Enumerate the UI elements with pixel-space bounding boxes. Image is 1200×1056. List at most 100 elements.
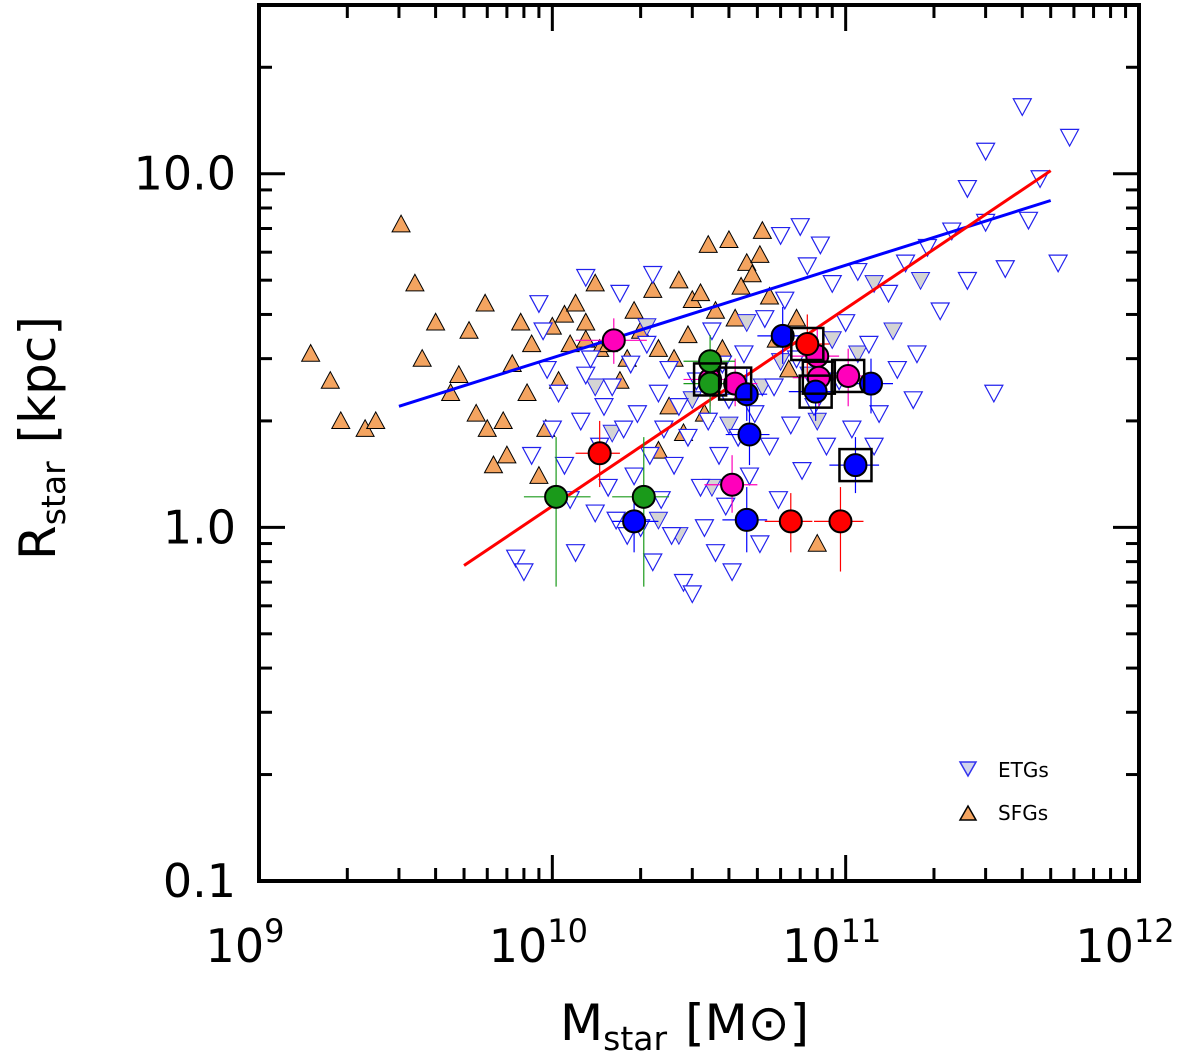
etg-point [983, 384, 1004, 404]
sfg-point [330, 410, 351, 430]
etg-point [975, 142, 996, 162]
etg-point [792, 462, 813, 481]
sample-point [587, 441, 612, 466]
etg-point [690, 478, 711, 498]
etg-point [869, 405, 890, 424]
plot-area [300, 98, 1080, 604]
sample-point [737, 422, 762, 447]
etg-point [887, 360, 908, 380]
etg-point [841, 420, 862, 440]
etg-point [642, 265, 663, 285]
etg-point [639, 446, 660, 466]
highlight-box [801, 360, 837, 395]
etg-point [768, 491, 789, 510]
sfg-point [554, 304, 575, 323]
etg-point [1018, 211, 1039, 231]
etg-point [521, 446, 542, 466]
sample-point [795, 331, 820, 356]
sample-point [828, 509, 853, 534]
sample-point [843, 453, 868, 478]
highlight-box [717, 366, 753, 401]
sample-point [778, 509, 803, 534]
x-axis-label-unit: [M⊙] [685, 994, 809, 1052]
etg-point [774, 291, 795, 311]
legend-sfg-marker [958, 804, 978, 821]
etg-point [895, 254, 916, 274]
y-axis-label-sub: star [34, 461, 73, 525]
sfg-point [529, 465, 549, 484]
sfg-point [786, 308, 807, 327]
etg-point [749, 535, 770, 554]
sfg-point [648, 338, 669, 357]
sample-markers [544, 323, 883, 534]
etg-point [764, 378, 785, 397]
x-tick-label: 1011 [782, 912, 881, 973]
etg-point [548, 384, 569, 404]
etg-point [602, 424, 623, 443]
etg-point [864, 275, 884, 294]
etg-point [565, 544, 586, 563]
sample-point [622, 509, 647, 534]
etg-point [1059, 128, 1080, 148]
etg-point [930, 302, 951, 321]
sfg-point [510, 312, 531, 331]
etg-point [754, 310, 775, 329]
etg-point [739, 467, 760, 486]
sample-point [544, 484, 569, 509]
highlight-box [838, 447, 873, 483]
etg-point [598, 478, 619, 498]
axis-tick-labels: 109 1010 1011 1012 0.1 1.0 10.0 [134, 147, 1175, 973]
etg-point [822, 331, 843, 350]
x-tick-label: 1010 [489, 912, 588, 973]
sfg-point [742, 264, 763, 283]
highlight-box [798, 374, 833, 409]
sfg-point [448, 364, 469, 383]
sample-point [698, 371, 723, 396]
etg-point [816, 437, 837, 457]
sfg-point [517, 382, 537, 402]
sfg-point [678, 324, 698, 344]
etg-point [858, 335, 879, 355]
etg-point [627, 405, 648, 424]
sfg-point [669, 270, 689, 289]
etg-point [513, 563, 534, 582]
axis-ticks [257, 3, 1139, 883]
sfg-point [759, 286, 780, 305]
etg-point [648, 511, 669, 530]
etg-point [910, 272, 931, 291]
sfg-point [493, 410, 514, 430]
sfg-point [300, 343, 321, 362]
y-axis-label-main: R [9, 525, 67, 560]
sfg-point [585, 273, 606, 292]
etg-point [878, 284, 899, 304]
etg-point [810, 236, 831, 255]
etg-point [780, 416, 801, 436]
x-tick-label: 109 [206, 912, 285, 973]
etg-point [797, 257, 818, 276]
etg-point [1012, 98, 1033, 117]
legend-etg-label: ETGs [998, 758, 1049, 782]
y-tick-label: 0.1 [163, 854, 236, 908]
etg-point [575, 268, 596, 288]
legend-sfg-label: SFGs [998, 801, 1048, 825]
sfg-point [466, 403, 487, 422]
sfg-point [475, 293, 495, 312]
y-tick-label: 1.0 [163, 500, 236, 554]
sample-point [601, 328, 626, 353]
etg-point [606, 511, 627, 531]
etg-point [736, 314, 757, 333]
etg-point [533, 322, 554, 341]
sfg-point [624, 300, 644, 319]
etg-point [554, 456, 575, 476]
etg-point [790, 218, 811, 237]
sfg-point [778, 359, 799, 378]
etg-point [542, 420, 563, 440]
sfg-point [642, 279, 663, 298]
sample-point [836, 363, 861, 388]
sfg-point [731, 276, 751, 295]
etg-point [664, 456, 685, 476]
x-axis-label-main: M [560, 994, 603, 1052]
etg-markers [505, 98, 1080, 604]
etg-point [705, 544, 726, 563]
etg-point [682, 585, 703, 604]
